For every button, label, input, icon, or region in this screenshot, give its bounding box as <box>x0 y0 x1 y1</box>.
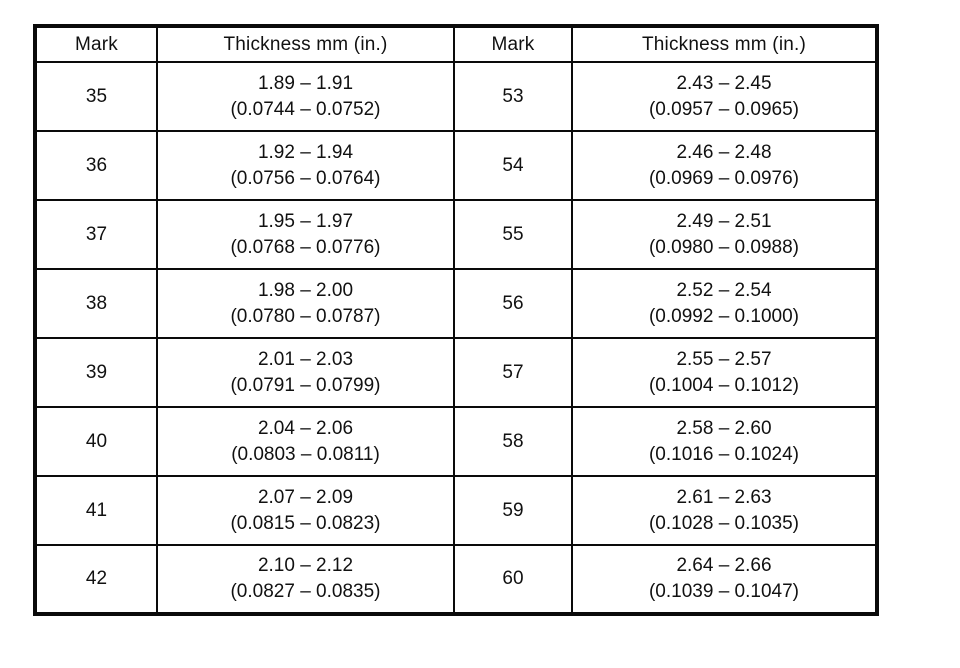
thickness-cell-left: 2.01 – 2.03 (0.0791 – 0.0799) <box>156 337 455 408</box>
thickness-mm-value: 2.58 – 2.60 <box>676 417 772 439</box>
thickness-mm-value: 2.52 – 2.54 <box>676 279 772 301</box>
thickness-mm-value: 1.95 – 1.97 <box>257 210 354 232</box>
table-row: 41 2.07 – 2.09 (0.0815 – 0.0823) 59 2.61… <box>34 475 878 546</box>
thickness-in-value: (0.0744 – 0.0752) <box>230 98 381 120</box>
thickness-mm-value: 1.92 – 1.94 <box>257 141 354 163</box>
thickness-cell-right: 2.64 – 2.66 (0.1039 – 0.1047) <box>571 544 878 615</box>
table-header-row: Mark Thickness mm (in.) Mark Thickness m… <box>34 25 878 63</box>
thickness-cell-right: 2.55 – 2.57 (0.1004 – 0.1012) <box>571 337 878 408</box>
table-row: 38 1.98 – 2.00 (0.0780 – 0.0787) 56 2.52… <box>34 268 878 339</box>
thickness-cell-left: 1.92 – 1.94 (0.0756 – 0.0764) <box>156 130 455 201</box>
thickness-in-value: (0.0815 – 0.0823) <box>230 512 381 534</box>
thickness-cell-left: 2.10 – 2.12 (0.0827 – 0.0835) <box>156 544 455 615</box>
thickness-cell-right: 2.49 – 2.51 (0.0980 – 0.0988) <box>571 199 878 270</box>
header-thickness-right: Thickness mm (in.) <box>571 25 878 63</box>
thickness-mm-value: 2.43 – 2.45 <box>676 72 772 94</box>
thickness-mm-value: 1.89 – 1.91 <box>257 72 354 94</box>
mark-cell-right: 60 <box>453 544 573 615</box>
thickness-mm-value: 2.49 – 2.51 <box>676 210 772 232</box>
thickness-in-value: (0.1028 – 0.1035) <box>648 512 799 534</box>
thickness-in-value: (0.0992 – 0.1000) <box>648 305 799 327</box>
mark-cell-left: 37 <box>34 199 158 270</box>
thickness-in-value: (0.0980 – 0.0988) <box>648 236 799 258</box>
mark-cell-right: 59 <box>453 475 573 546</box>
thickness-cell-right: 2.61 – 2.63 (0.1028 – 0.1035) <box>571 475 878 546</box>
thickness-cell-left: 1.98 – 2.00 (0.0780 – 0.0787) <box>156 268 455 339</box>
header-mark-left: Mark <box>34 25 158 63</box>
mark-thickness-table: Mark Thickness mm (in.) Mark Thickness m… <box>33 24 879 616</box>
table-row: 36 1.92 – 1.94 (0.0756 – 0.0764) 54 2.46… <box>34 130 878 201</box>
thickness-mm-value: 2.01 – 2.03 <box>257 348 354 370</box>
thickness-in-value: (0.0969 – 0.0976) <box>648 167 799 189</box>
table-row: 39 2.01 – 2.03 (0.0791 – 0.0799) 57 2.55… <box>34 337 878 408</box>
thickness-cell-left: 2.04 – 2.06 (0.0803 – 0.0811) <box>156 406 455 477</box>
thickness-cell-left: 1.89 – 1.91 (0.0744 – 0.0752) <box>156 61 455 132</box>
thickness-cell-right: 2.58 – 2.60 (0.1016 – 0.1024) <box>571 406 878 477</box>
table-row: 35 1.89 – 1.91 (0.0744 – 0.0752) 53 2.43… <box>34 61 878 132</box>
mark-cell-right: 54 <box>453 130 573 201</box>
thickness-mm-value: 1.98 – 2.00 <box>257 279 354 301</box>
thickness-in-value: (0.0957 – 0.0965) <box>648 98 799 120</box>
mark-cell-left: 38 <box>34 268 158 339</box>
mark-cell-left: 42 <box>34 544 158 615</box>
thickness-in-value: (0.0827 – 0.0835) <box>230 581 381 602</box>
mark-cell-left: 39 <box>34 337 158 408</box>
thickness-in-value: (0.0756 – 0.0764) <box>230 167 381 189</box>
mark-cell-left: 36 <box>34 130 158 201</box>
header-mark-right: Mark <box>453 25 573 63</box>
thickness-mm-value: 2.64 – 2.66 <box>676 555 772 576</box>
thickness-mm-value: 2.07 – 2.09 <box>257 486 354 508</box>
thickness-cell-left: 1.95 – 1.97 (0.0768 – 0.0776) <box>156 199 455 270</box>
mark-cell-right: 58 <box>453 406 573 477</box>
mark-cell-right: 55 <box>453 199 573 270</box>
thickness-mm-value: 2.10 – 2.12 <box>257 555 354 576</box>
mark-cell-right: 53 <box>453 61 573 132</box>
thickness-in-value: (0.1039 – 0.1047) <box>648 581 799 602</box>
mark-cell-left: 40 <box>34 406 158 477</box>
table-row: 42 2.10 – 2.12 (0.0827 – 0.0835) 60 2.64… <box>34 544 878 615</box>
thickness-in-value: (0.1004 – 0.1012) <box>648 374 799 396</box>
thickness-cell-right: 2.46 – 2.48 (0.0969 – 0.0976) <box>571 130 878 201</box>
mark-cell-right: 56 <box>453 268 573 339</box>
mark-cell-right: 57 <box>453 337 573 408</box>
thickness-in-value: (0.0791 – 0.0799) <box>230 374 381 396</box>
thickness-mm-value: 2.04 – 2.06 <box>257 417 354 439</box>
mark-cell-left: 41 <box>34 475 158 546</box>
thickness-mm-value: 2.61 – 2.63 <box>676 486 772 508</box>
header-thickness-left: Thickness mm (in.) <box>156 25 455 63</box>
mark-cell-left: 35 <box>34 61 158 132</box>
thickness-in-value: (0.0768 – 0.0776) <box>230 236 381 258</box>
thickness-in-value: (0.0803 – 0.0811) <box>231 443 380 465</box>
thickness-cell-left: 2.07 – 2.09 (0.0815 – 0.0823) <box>156 475 455 546</box>
thickness-mm-value: 2.46 – 2.48 <box>676 141 772 163</box>
thickness-in-value: (0.1016 – 0.1024) <box>648 443 799 465</box>
thickness-in-value: (0.0780 – 0.0787) <box>230 305 381 327</box>
table-row: 40 2.04 – 2.06 (0.0803 – 0.0811) 58 2.58… <box>34 406 878 477</box>
thickness-mm-value: 2.55 – 2.57 <box>676 348 772 370</box>
table-row: 37 1.95 – 1.97 (0.0768 – 0.0776) 55 2.49… <box>34 199 878 270</box>
thickness-cell-right: 2.43 – 2.45 (0.0957 – 0.0965) <box>571 61 878 132</box>
thickness-cell-right: 2.52 – 2.54 (0.0992 – 0.1000) <box>571 268 878 339</box>
